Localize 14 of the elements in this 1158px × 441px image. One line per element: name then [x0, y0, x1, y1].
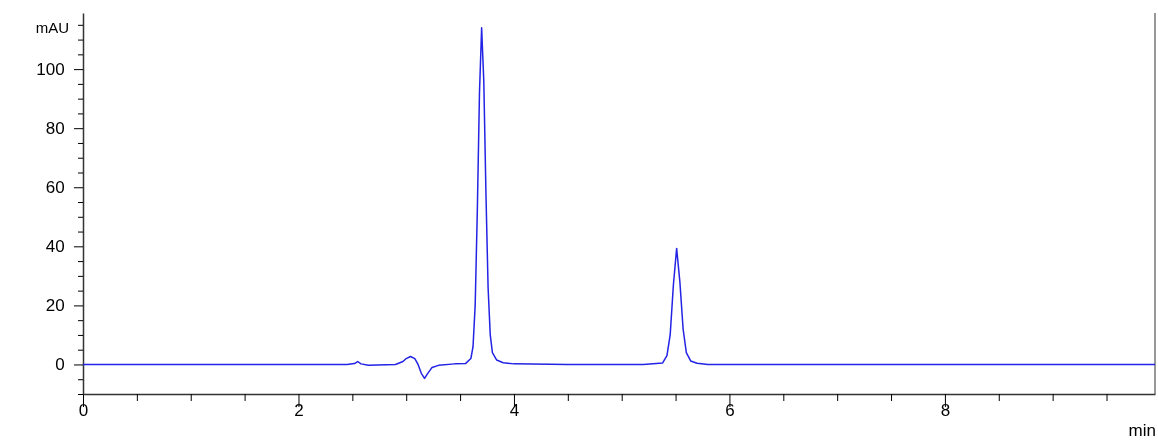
- x-tick-label: 4: [509, 400, 520, 420]
- y-tick-label: 80: [45, 119, 65, 139]
- y-axis-title: mAU: [35, 19, 69, 36]
- x-tick-label: 0: [78, 400, 89, 420]
- y-tick-label: 100: [36, 60, 65, 80]
- y-tick-label: 40: [45, 237, 65, 257]
- line-series: [82, 27, 1156, 380]
- y-tick-label: 60: [45, 178, 65, 198]
- x-tick-label: 8: [940, 400, 951, 420]
- x-tick-label: 6: [725, 400, 735, 420]
- x-tick-label: 2: [294, 400, 304, 420]
- x-axis-title: min: [1128, 421, 1156, 440]
- y-tick-label: 20: [45, 296, 65, 316]
- y-tick-label: 0: [55, 355, 65, 375]
